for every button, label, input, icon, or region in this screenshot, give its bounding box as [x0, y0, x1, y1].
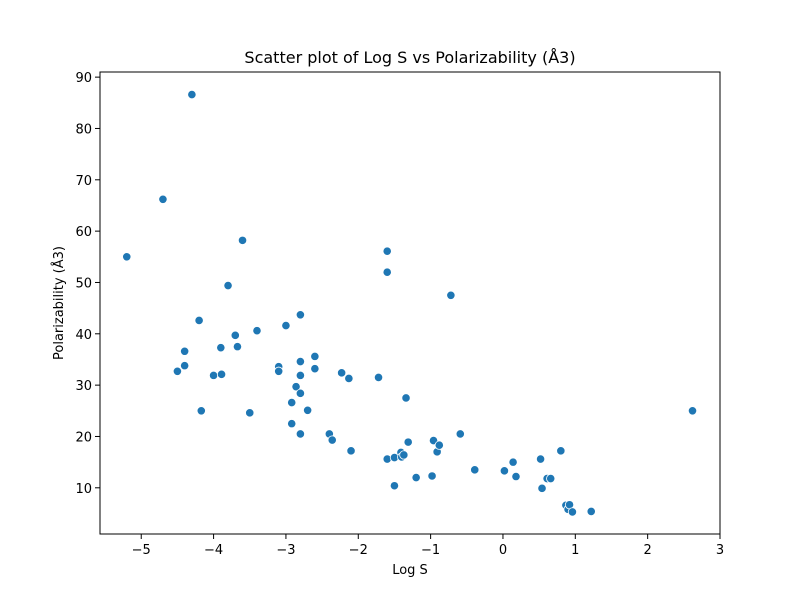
chart-title: Scatter plot of Log S vs Polarizability …	[244, 48, 575, 67]
data-point	[122, 252, 132, 262]
data-point	[287, 419, 297, 429]
data-point	[344, 373, 354, 384]
data-point	[403, 437, 413, 447]
data-point	[556, 446, 566, 456]
y-tick-label: 80	[75, 122, 92, 137]
x-tick-label: −1	[421, 543, 440, 558]
data-point	[291, 382, 301, 392]
data-point	[434, 440, 444, 450]
data-point	[337, 368, 347, 378]
data-point	[382, 246, 392, 256]
data-point	[427, 471, 437, 481]
data-point	[281, 320, 291, 331]
points-layer	[122, 89, 698, 517]
y-tick-label: 30	[75, 379, 92, 394]
data-point	[373, 372, 384, 383]
y-tick-label: 40	[75, 328, 92, 343]
data-point	[245, 408, 255, 418]
data-point	[180, 361, 190, 371]
data-point	[470, 465, 480, 475]
data-point	[303, 405, 313, 415]
x-tick-label: 3	[716, 543, 724, 558]
data-point	[327, 435, 337, 445]
y-tick-label: 70	[75, 174, 92, 189]
y-tick-label: 50	[75, 276, 92, 291]
data-point	[310, 364, 320, 374]
data-point	[158, 194, 168, 204]
x-tick-label: 1	[571, 543, 579, 558]
data-point	[295, 370, 305, 380]
data-point	[172, 366, 183, 376]
x-tick-label: −3	[276, 543, 295, 558]
data-point	[295, 356, 305, 367]
data-point	[687, 406, 698, 416]
x-tick-label: 0	[499, 543, 507, 558]
data-point	[586, 506, 596, 517]
data-point	[187, 89, 197, 100]
data-point	[389, 481, 400, 491]
plot-frame	[99, 71, 721, 535]
data-point	[223, 280, 233, 291]
data-point	[567, 507, 578, 517]
x-tick-label: −5	[132, 543, 151, 558]
data-point	[295, 429, 305, 439]
data-point	[546, 473, 556, 484]
x-tick-label: 2	[644, 543, 652, 558]
data-point	[208, 370, 219, 380]
y-tick-label: 90	[75, 71, 92, 86]
data-point	[310, 351, 320, 361]
x-tick-label: −2	[349, 543, 368, 558]
y-axis: 10 20 30 40 50 60 70 80 90	[75, 71, 100, 497]
data-point	[295, 388, 305, 398]
y-axis-label: Polarizability (Å3)	[51, 246, 67, 360]
data-point	[535, 454, 546, 464]
data-point	[216, 343, 226, 353]
data-point	[382, 267, 392, 277]
x-tick-label: −4	[204, 543, 223, 558]
y-tick-label: 60	[75, 225, 92, 240]
data-point	[499, 466, 510, 476]
y-tick-label: 10	[75, 482, 92, 497]
x-axis-label: Log S	[392, 563, 428, 578]
data-point	[216, 369, 227, 379]
data-point	[232, 342, 243, 352]
data-point	[274, 366, 284, 376]
data-point	[455, 429, 465, 439]
data-point	[511, 471, 521, 482]
data-point	[252, 326, 262, 336]
x-axis: −5 −4 −3 −2 −1 0 1 2 3	[132, 534, 724, 558]
data-point	[399, 450, 409, 460]
data-point	[401, 393, 411, 403]
data-point	[237, 235, 248, 245]
data-point	[287, 397, 297, 408]
data-point	[295, 310, 305, 320]
data-point	[196, 406, 206, 416]
data-point	[446, 290, 456, 300]
data-point	[411, 472, 421, 483]
data-point	[180, 346, 190, 356]
data-point	[230, 330, 240, 340]
data-point	[346, 446, 356, 456]
data-point	[194, 315, 204, 326]
data-point	[537, 483, 547, 493]
data-point	[508, 457, 518, 467]
y-tick-label: 20	[75, 430, 92, 445]
